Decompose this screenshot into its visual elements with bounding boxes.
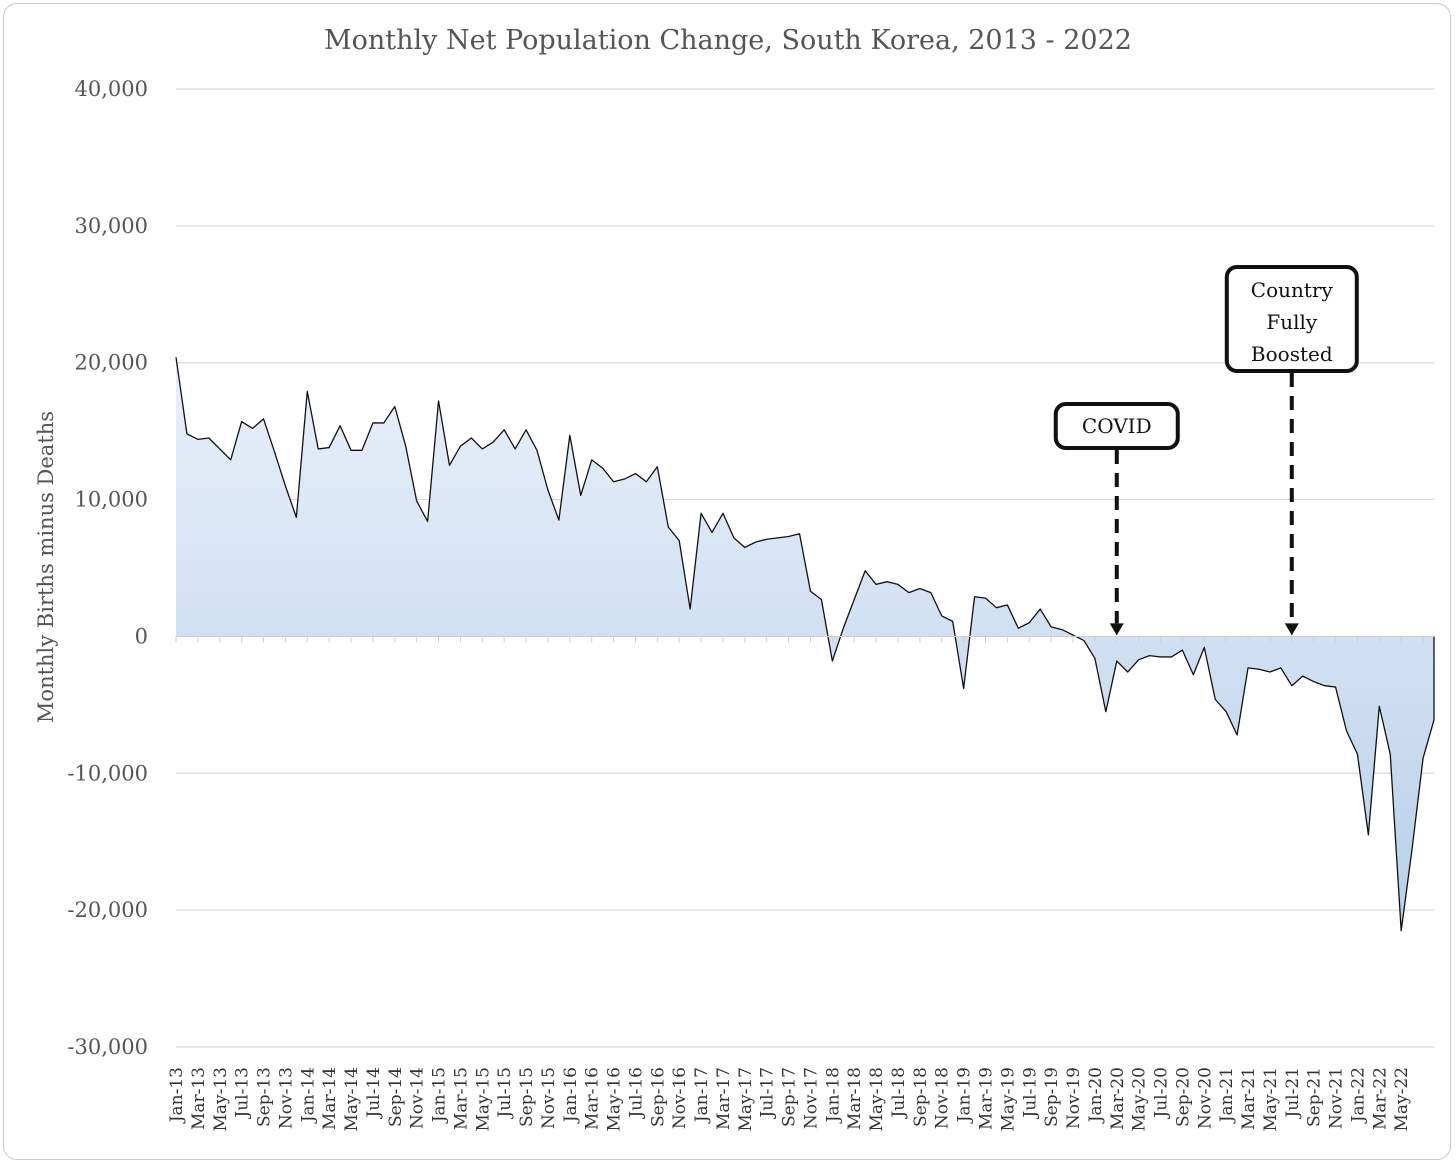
annotation-arrow-head (1109, 623, 1124, 636)
y-tick-labels: 40,000 30,000 20,000 10,000 0 -10,000 -20,000 -… (67, 77, 148, 1059)
x-tick-label: May-20 (1130, 1067, 1150, 1132)
y-tick-label: 40,000 (75, 77, 148, 101)
x-tick-label: Mar-19 (976, 1067, 996, 1130)
x-tick-label: Jul-20 (1152, 1067, 1172, 1120)
x-tick-label: Jan-16 (561, 1067, 581, 1124)
x-tick-label: Mar-13 (189, 1067, 209, 1130)
x-tick-label: May-15 (473, 1067, 493, 1132)
x-tick-label: Mar-22 (1370, 1067, 1390, 1130)
x-tick-label: Mar-15 (451, 1067, 471, 1130)
x-tick-label: May-13 (211, 1067, 231, 1132)
x-tick-label: May-16 (605, 1067, 625, 1132)
x-tick-label: Sep-18 (911, 1067, 931, 1127)
gridlines (176, 88, 1434, 1048)
annotation-box (1053, 402, 1180, 450)
x-tick-label: May-14 (342, 1067, 362, 1132)
annotation: COVID (1053, 402, 1180, 636)
x-tick-label: Nov-18 (933, 1067, 953, 1129)
annotation-label: Fully (1266, 310, 1318, 334)
x-tick-label: May-18 (867, 1067, 887, 1132)
x-tick-label: Nov-16 (670, 1067, 690, 1129)
x-axis (175, 635, 1434, 643)
x-tick-label: Mar-16 (583, 1067, 603, 1130)
x-tick-label: Jan-19 (955, 1067, 975, 1124)
x-tick-label: Mar-14 (320, 1067, 340, 1130)
x-tick-label: Nov-13 (276, 1067, 296, 1129)
x-tick-label: Nov-19 (1064, 1067, 1084, 1129)
annotation-label: COVID (1082, 414, 1152, 438)
x-tick-label: Nov-20 (1195, 1067, 1215, 1129)
x-tick-label: Jul-19 (1020, 1067, 1040, 1120)
x-tick-label: Jul-13 (233, 1067, 253, 1120)
x-tick-label: Jan-15 (430, 1067, 450, 1124)
x-tick-label: Jan-14 (298, 1067, 318, 1124)
x-tick-label: Jul-14 (364, 1067, 384, 1120)
y-tick-label: 0 (135, 624, 148, 648)
x-tick-label: Jul-16 (626, 1067, 646, 1120)
x-tick-label: Mar-17 (714, 1067, 734, 1130)
x-tick-label: Sep-17 (780, 1067, 800, 1127)
x-tick-label: Nov-17 (801, 1067, 821, 1129)
x-tick-label: Sep-19 (1042, 1067, 1062, 1127)
x-tick-label: May-21 (1261, 1067, 1281, 1132)
x-tick-label: Jan-18 (823, 1067, 843, 1124)
x-tick-label: Jul-21 (1283, 1067, 1303, 1120)
data-series (175, 357, 1435, 932)
x-tick-label: May-19 (998, 1067, 1018, 1132)
annotation-arrow-head (1284, 623, 1299, 636)
chart-title: Monthly Net Population Change, South Kor… (324, 25, 1132, 56)
x-tick-label: Jan-20 (1086, 1067, 1106, 1124)
x-tick-label: Jan-22 (1348, 1067, 1368, 1124)
x-tick-label: Mar-20 (1108, 1067, 1128, 1130)
x-tick-label: Nov-21 (1327, 1067, 1347, 1129)
x-tick-labels: Jan-13 Mar-13 May-13 Jul-13 Sep-13 Nov-13 Jan-… (167, 1067, 1412, 1132)
annotation: Country Fully Boosted (1224, 265, 1359, 636)
annotation-box (1224, 265, 1359, 373)
area-fill (176, 357, 1434, 931)
y-tick-label: 20,000 (75, 351, 148, 375)
series-line (175, 357, 1435, 932)
y-tick-label: -30,000 (67, 1035, 148, 1059)
x-tick-label: Mar-18 (845, 1067, 865, 1130)
x-tick-label: Jan-13 (167, 1067, 187, 1124)
y-tick-label: -10,000 (67, 761, 148, 785)
x-tick-label: Sep-15 (517, 1067, 537, 1127)
annotations: COVID Country Fully Boosted (1053, 265, 1359, 636)
x-tick-label: May-17 (736, 1067, 756, 1132)
x-tick-label: Jan-17 (692, 1067, 712, 1124)
x-tick-label: Jan-21 (1217, 1067, 1237, 1124)
x-tick-label: Sep-16 (648, 1067, 668, 1127)
x-tick-label: May-22 (1392, 1067, 1412, 1132)
x-tick-label: Jul-17 (758, 1067, 778, 1120)
y-tick-label: -20,000 (67, 898, 148, 922)
y-axis-label: Monthly Births minus Deaths (34, 411, 58, 723)
x-tick-label: Sep-21 (1305, 1067, 1325, 1127)
x-tick-label: Nov-14 (408, 1067, 428, 1129)
annotation-label: Country (1251, 278, 1334, 302)
y-tick-label: 10,000 (75, 488, 148, 512)
x-tick-label: Jul-18 (889, 1067, 909, 1120)
y-tick-label: 30,000 (75, 214, 148, 238)
x-tick-label: Sep-14 (386, 1067, 406, 1127)
x-tick-label: Sep-20 (1173, 1067, 1193, 1127)
x-tick-label: Sep-13 (255, 1067, 275, 1127)
x-tick-label: Jul-15 (495, 1067, 515, 1120)
x-tick-label: Nov-15 (539, 1067, 559, 1129)
annotation-label: Boosted (1251, 342, 1333, 366)
x-tick-label: Mar-21 (1239, 1067, 1259, 1130)
